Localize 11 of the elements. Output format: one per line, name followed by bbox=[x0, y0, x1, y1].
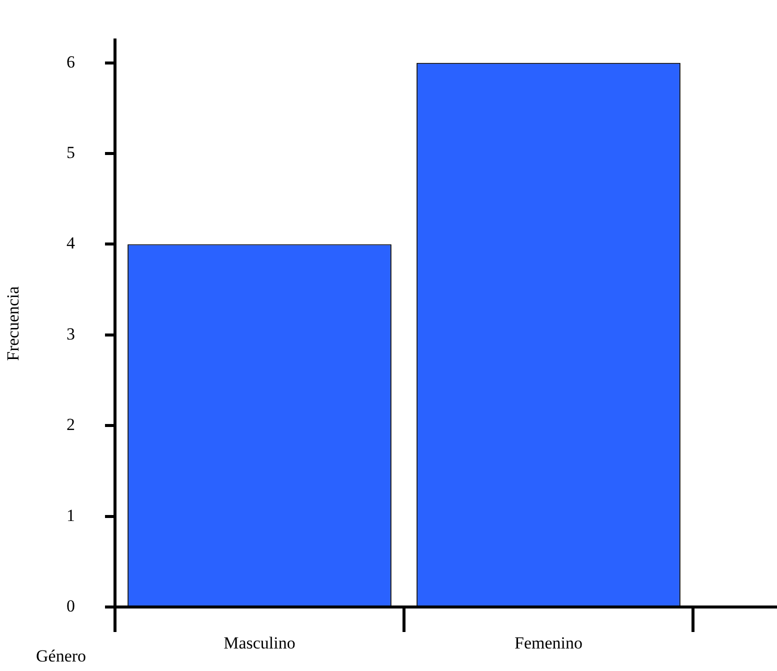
y-tick-label: 4 bbox=[66, 234, 76, 253]
x-axis-title: Género bbox=[36, 646, 86, 666]
y-tick-label: 1 bbox=[66, 506, 75, 525]
y-tick-label: 2 bbox=[66, 415, 75, 434]
y-axis-title: Frecuencia bbox=[4, 286, 23, 361]
x-tick-label: Masculino bbox=[224, 634, 296, 653]
y-tick-label: 0 bbox=[66, 596, 75, 616]
x-tick-label: Femenino bbox=[514, 634, 582, 653]
y-tick-label: 3 bbox=[66, 324, 75, 344]
y-tick-label: 5 bbox=[66, 143, 75, 162]
y-tick-label: 6 bbox=[66, 52, 75, 72]
